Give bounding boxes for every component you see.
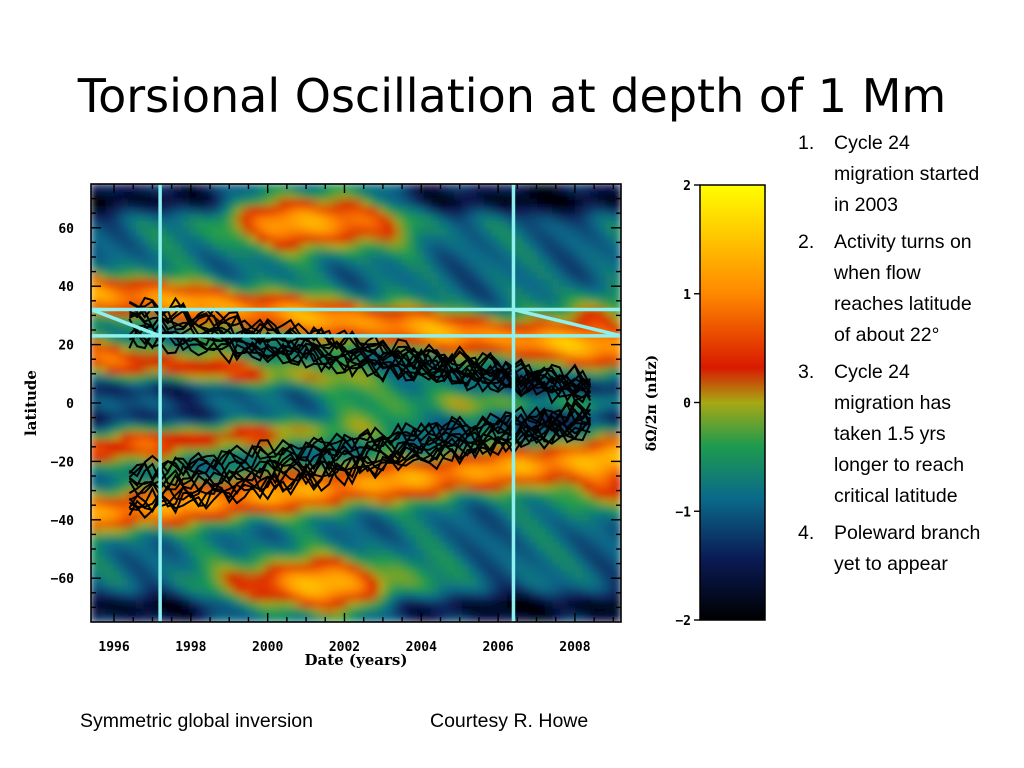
x-tick-label: 1996 (98, 640, 129, 655)
diagonal-marker-line (513, 307, 621, 338)
x-axis-label: Date (years) (305, 651, 408, 669)
y-tick-label: −60 (51, 572, 75, 587)
notes-list: 1. Cycle 24 migration started in 2003 2. A… (790, 128, 990, 586)
diagonal-marker-line (91, 307, 161, 338)
marker-lines (91, 184, 621, 622)
note-item: 3. Cycle 24 migration has taken 1.5 yrs l… (790, 357, 990, 512)
x-tick-label: 1998 (175, 640, 206, 655)
heatmap-field (91, 184, 621, 622)
note-number: 4. (798, 522, 815, 544)
x-tick-label: 2006 (482, 640, 513, 655)
colorbar-tick-label: −2 (675, 614, 691, 629)
note-item: 2. Activity turns on when flow reaches la… (790, 227, 990, 351)
y-tick-label: 60 (58, 222, 74, 237)
y-tick-label: 0 (66, 397, 74, 412)
x-tick-label: 2008 (559, 640, 590, 655)
note-item: 1. Cycle 24 migration started in 2003 (790, 128, 990, 221)
x-tick-label: 2002 (329, 640, 360, 655)
colorbar-tick-label: 1 (683, 288, 691, 303)
colorbar-label: δΩ/2π (nHz) (644, 355, 660, 451)
y-tick-label: 20 (58, 339, 74, 354)
torsional-oscillation-figure: 1996 1998 2000 2002 2004 2006 2008 6040200−20−… (22, 179, 766, 669)
x-tick-label: 2004 (406, 640, 437, 655)
x-tick-label: 2000 (252, 640, 283, 655)
note-text: Activity turns on when flow reaches lati… (834, 231, 972, 346)
note-number: 1. (798, 132, 815, 154)
note-text: Poleward branch yet to appear (834, 522, 981, 575)
note-text: Cycle 24 migration has taken 1.5 yrs lon… (834, 361, 965, 507)
y-tick-label: 40 (58, 280, 74, 295)
slide-title: Torsional Oscillation at depth of 1 Mm (77, 69, 947, 123)
colorbar-tick-label: −1 (675, 505, 691, 520)
colorbar-tick-label: 0 (683, 397, 691, 412)
note-number: 3. (798, 361, 815, 383)
note-text: Cycle 24 migration started in 2003 (834, 132, 980, 216)
y-tick-label: −20 (51, 455, 75, 470)
note-number: 2. (798, 231, 815, 253)
caption-credit: Courtesy R. Howe (430, 710, 589, 732)
colorbar (699, 184, 766, 621)
colorbar-tick-label: 2 (683, 179, 691, 194)
y-tick-label: −40 (51, 514, 75, 529)
caption-method: Symmetric global inversion (80, 710, 314, 732)
y-axis-label: latitude (22, 370, 40, 436)
note-item: 4. Poleward branch yet to appear (790, 518, 990, 580)
